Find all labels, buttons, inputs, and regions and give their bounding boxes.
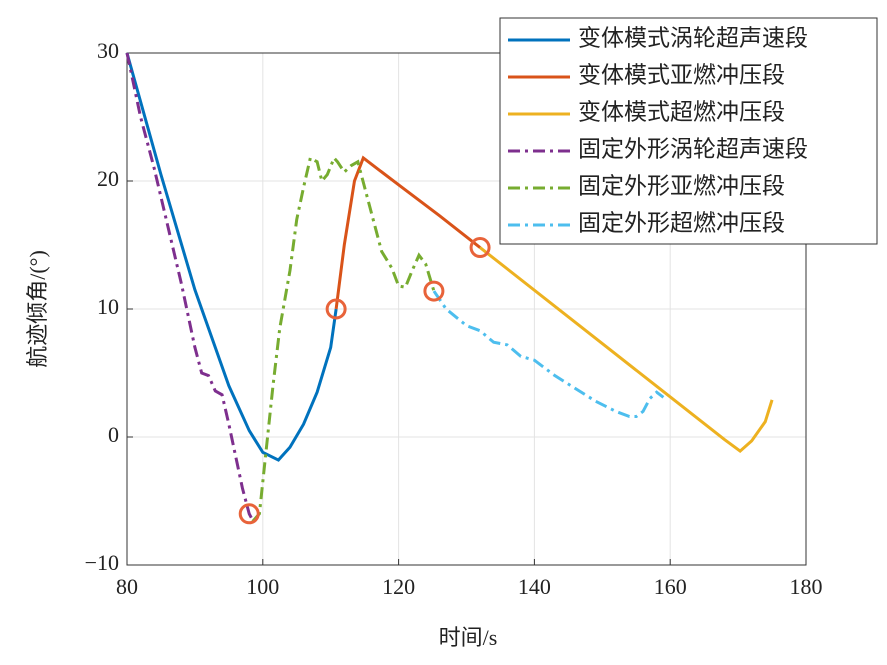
transition-marker xyxy=(325,298,347,320)
series-line xyxy=(125,52,254,521)
series-line xyxy=(432,290,665,419)
series-line xyxy=(479,246,774,454)
y-tick-label: 0 xyxy=(108,422,119,447)
legend-label: 变体模式超燃冲压段 xyxy=(578,99,785,124)
y-axis-label: 航迹倾角/(°) xyxy=(25,250,50,368)
legend-label: 变体模式亚燃冲压段 xyxy=(578,62,785,87)
y-tick-label: −10 xyxy=(85,550,119,575)
y-tick-label: 10 xyxy=(97,294,119,319)
series-line xyxy=(251,155,436,523)
y-tick-label: 20 xyxy=(97,166,119,191)
x-tick-label: 100 xyxy=(246,574,279,599)
plot-frame xyxy=(126,52,807,566)
series-line xyxy=(334,155,482,310)
transition-marker xyxy=(238,503,260,525)
legend-label: 固定外形涡轮超声速段 xyxy=(578,136,808,161)
legend-label: 固定外形亚燃冲压段 xyxy=(578,173,785,198)
legend-box xyxy=(499,17,878,245)
legend-label: 固定外形超燃冲压段 xyxy=(578,210,785,235)
x-tick-label: 140 xyxy=(518,574,551,599)
x-tick-label: 180 xyxy=(790,574,823,599)
transition-marker xyxy=(469,237,491,259)
series-line xyxy=(125,52,338,462)
x-tick-label: 80 xyxy=(116,574,138,599)
legend-label: 变体模式涡轮超声速段 xyxy=(578,25,808,50)
x-tick-label: 160 xyxy=(654,574,687,599)
transition-marker xyxy=(423,280,445,302)
x-axis-label: 时间/s xyxy=(439,625,498,650)
y-tick-label: 30 xyxy=(97,38,119,63)
x-tick-label: 120 xyxy=(382,574,415,599)
